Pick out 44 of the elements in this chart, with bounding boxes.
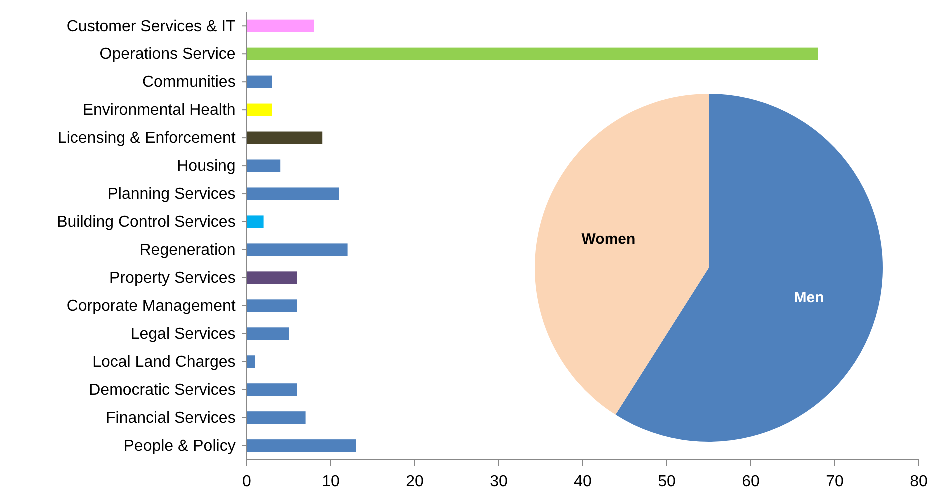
y-tick-label: Communities [142, 74, 236, 92]
bar [247, 300, 298, 312]
y-tick-label: Property Services [110, 270, 236, 288]
x-tick-label: 30 [490, 474, 508, 491]
x-tick-label: 60 [742, 474, 760, 491]
y-tick-label: Financial Services [106, 410, 236, 428]
slice-label: Women [582, 231, 636, 248]
y-tick-label: People & Policy [124, 438, 236, 455]
bar [247, 48, 818, 60]
bar [247, 440, 356, 452]
x-tick-label: 50 [658, 474, 676, 491]
y-tick-label: Corporate Management [66, 298, 236, 316]
y-tick-label: Planning Services [108, 186, 236, 204]
bar [247, 188, 340, 200]
bar [247, 160, 281, 172]
bar [247, 104, 272, 116]
y-tick-label: Democratic Services [89, 382, 236, 400]
y-tick-label: Customer Services & IT [66, 18, 236, 36]
bar [247, 216, 264, 228]
slice-label: Men [794, 289, 824, 306]
y-tick-label: Local Land Charges [92, 354, 236, 372]
bar [247, 328, 289, 340]
bar [247, 272, 298, 284]
y-tick-label: Environmental Health [82, 102, 236, 120]
bar [247, 412, 306, 424]
y-tick-label: Regeneration [140, 242, 236, 260]
y-tick-label: Legal Services [130, 326, 236, 344]
bar [247, 20, 314, 32]
bar [247, 132, 323, 144]
x-tick-label: 20 [406, 474, 424, 491]
x-tick-label: 10 [322, 474, 340, 491]
y-tick-label: Licensing & Enforcement [58, 130, 236, 148]
y-tick-label: Operations Service [100, 46, 236, 64]
pie-slice [535, 94, 709, 415]
y-tick-label: Building Control Services [57, 214, 236, 232]
x-tick-label: 80 [910, 474, 928, 491]
x-tick-label: 40 [574, 474, 592, 491]
bar [247, 244, 348, 256]
x-tick-label: 70 [826, 474, 844, 491]
bar [247, 356, 256, 368]
y-tick-label: Housing [177, 158, 236, 176]
bar [247, 76, 272, 88]
x-tick-label: 0 [242, 474, 252, 491]
bar [247, 384, 298, 396]
